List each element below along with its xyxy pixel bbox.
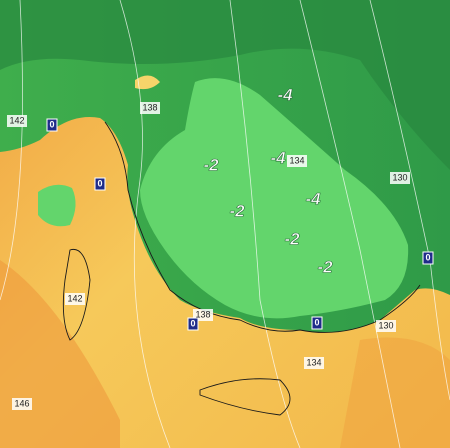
temperature-label: -2 xyxy=(203,155,219,174)
station-marker-box xyxy=(422,251,434,265)
station-marker-box xyxy=(94,177,106,191)
isobar-label: 146 xyxy=(14,398,29,408)
temperature-label: -4 xyxy=(305,189,321,208)
station-marker: 0 xyxy=(190,318,195,328)
lake-area xyxy=(135,75,160,90)
warm-area xyxy=(340,337,450,448)
station-marker-box xyxy=(46,118,58,132)
isobar-label-box xyxy=(65,293,85,305)
isobar-label: 130 xyxy=(392,172,407,182)
isobar-label: 134 xyxy=(289,155,304,165)
isobar-label: 138 xyxy=(195,309,210,319)
station-marker: 0 xyxy=(314,317,319,327)
mild-area xyxy=(38,184,76,227)
isobar-label: 134 xyxy=(306,357,321,367)
isobar-label-box xyxy=(7,115,27,127)
station-marker-box xyxy=(311,316,323,330)
isobar-label-box xyxy=(304,357,324,369)
isobar-label: 130 xyxy=(378,320,393,330)
station-marker: 0 xyxy=(97,178,102,188)
temperature-label: -4 xyxy=(277,85,293,104)
isobar-label: 138 xyxy=(142,102,157,112)
isobar-label-box xyxy=(376,320,396,332)
cold-area xyxy=(0,0,450,170)
temperature-label: -4 xyxy=(270,148,286,167)
isobar-label-box xyxy=(390,172,410,184)
station-marker-box xyxy=(187,317,199,331)
temperature-label: -2 xyxy=(229,201,245,220)
temperature-label: -2 xyxy=(284,229,300,248)
isobar-label-box xyxy=(287,155,307,167)
isobar-label: 142 xyxy=(9,115,24,125)
temperature-label: -2 xyxy=(317,257,333,276)
isobar-label: 142 xyxy=(67,293,82,303)
isobar-label-box xyxy=(140,102,160,114)
station-marker: 0 xyxy=(49,119,54,129)
isobar-label-box xyxy=(12,398,32,410)
mild-area xyxy=(140,78,409,319)
station-marker: 0 xyxy=(425,252,430,262)
